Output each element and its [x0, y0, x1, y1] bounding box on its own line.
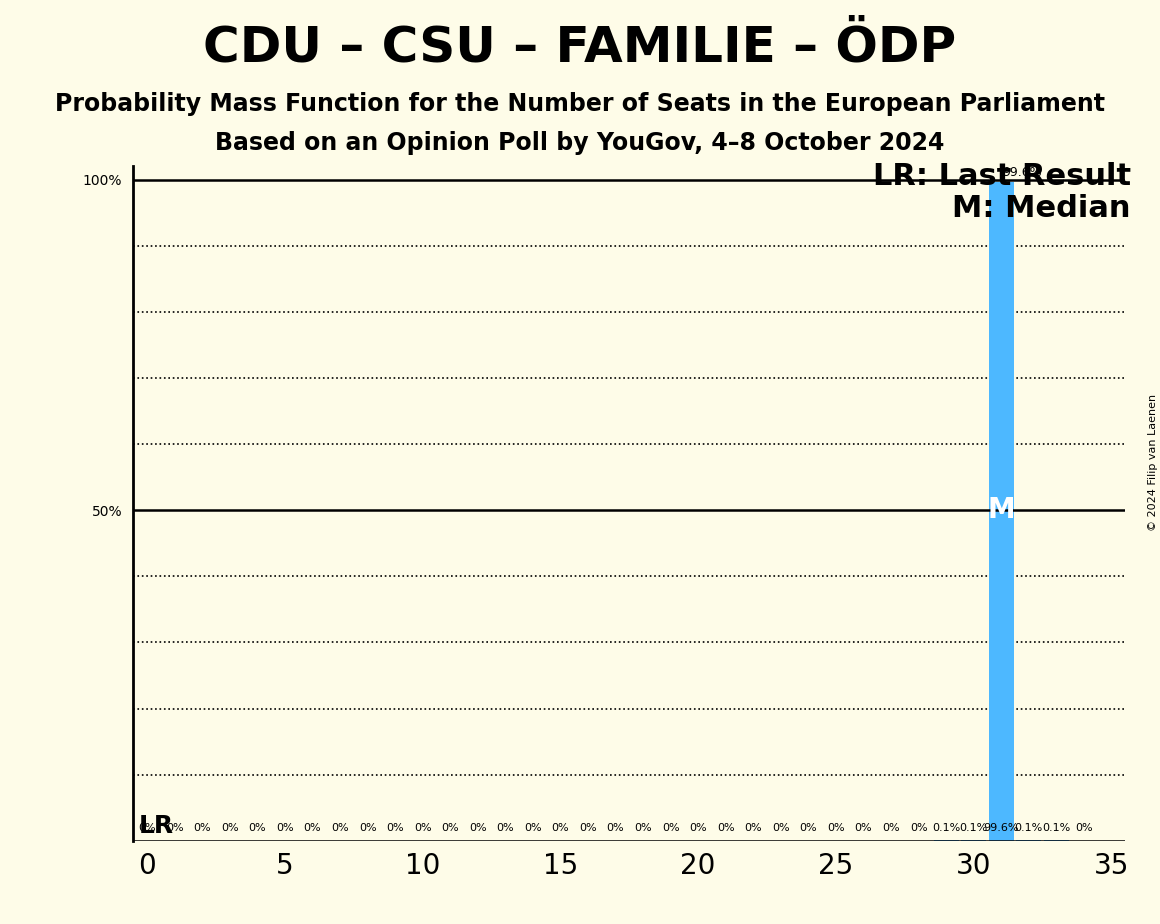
Text: 0.1%: 0.1% — [1015, 823, 1043, 833]
Text: 0%: 0% — [909, 823, 927, 833]
Text: 0%: 0% — [689, 823, 706, 833]
Text: 0%: 0% — [358, 823, 376, 833]
Text: CDU – CSU – FAMILIE – ÖDP: CDU – CSU – FAMILIE – ÖDP — [203, 23, 957, 71]
Text: 0%: 0% — [386, 823, 404, 833]
Text: 0%: 0% — [414, 823, 432, 833]
Text: 0%: 0% — [607, 823, 624, 833]
Text: Probability Mass Function for the Number of Seats in the European Parliament: Probability Mass Function for the Number… — [55, 92, 1105, 116]
Text: 0%: 0% — [332, 823, 349, 833]
Text: 0%: 0% — [827, 823, 844, 833]
Text: 0%: 0% — [222, 823, 239, 833]
Text: 0%: 0% — [773, 823, 790, 833]
Text: 0%: 0% — [745, 823, 762, 833]
Text: 0%: 0% — [1075, 823, 1093, 833]
Text: 0%: 0% — [524, 823, 542, 833]
Text: 0%: 0% — [855, 823, 872, 833]
Text: 0%: 0% — [496, 823, 514, 833]
Text: 0%: 0% — [662, 823, 680, 833]
Text: Based on an Opinion Poll by YouGov, 4–8 October 2024: Based on an Opinion Poll by YouGov, 4–8 … — [216, 131, 944, 155]
Bar — [988, 182, 1014, 841]
Text: 0%: 0% — [194, 823, 211, 833]
Text: 0%: 0% — [883, 823, 900, 833]
Text: 0%: 0% — [799, 823, 817, 833]
Text: 0.1%: 0.1% — [1042, 823, 1071, 833]
Text: 0%: 0% — [304, 823, 321, 833]
Text: 0%: 0% — [552, 823, 570, 833]
Text: 99.6%: 99.6% — [984, 823, 1018, 833]
Text: 0%: 0% — [276, 823, 293, 833]
Text: 0.1%: 0.1% — [931, 823, 960, 833]
Text: 99.6%: 99.6% — [1002, 166, 1042, 179]
Text: LR: LR — [139, 813, 174, 837]
Text: 0.1%: 0.1% — [959, 823, 988, 833]
Text: 0%: 0% — [442, 823, 459, 833]
Text: M: M — [987, 496, 1015, 524]
Text: 0%: 0% — [166, 823, 183, 833]
Text: 0%: 0% — [579, 823, 596, 833]
Text: LR: Last Result: LR: Last Result — [872, 162, 1131, 190]
Text: 0%: 0% — [469, 823, 486, 833]
Text: 0%: 0% — [248, 823, 266, 833]
Text: © 2024 Filip van Laenen: © 2024 Filip van Laenen — [1147, 394, 1158, 530]
Text: M: Median: M: Median — [952, 194, 1131, 223]
Text: 0%: 0% — [138, 823, 155, 833]
Text: 0%: 0% — [635, 823, 652, 833]
Text: 0%: 0% — [717, 823, 734, 833]
